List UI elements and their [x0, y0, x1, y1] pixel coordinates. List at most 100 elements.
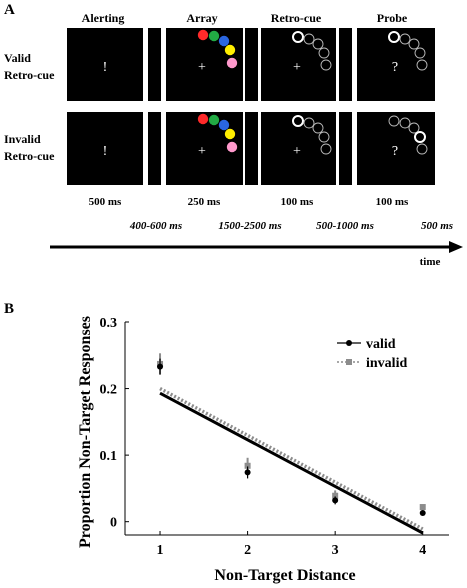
array-stimulus	[218, 35, 230, 47]
placeholder-ring	[414, 47, 426, 59]
probe-screen	[357, 112, 435, 185]
array-stimuli	[197, 113, 238, 153]
retro-cue-screen	[261, 28, 336, 101]
retro-cue-highlight-ring	[292, 31, 304, 43]
y-tick-label: 0.2	[100, 383, 118, 398]
placeholder-ring	[303, 33, 315, 45]
alerting-screen	[67, 112, 143, 185]
y-tick-label: 0	[110, 516, 117, 531]
placeholder-ring	[408, 122, 420, 134]
alerting-screen	[67, 28, 143, 101]
delay-screen	[339, 112, 352, 185]
column-header-probe: Probe	[377, 11, 408, 25]
y-tick-label: 0.3	[100, 316, 118, 331]
retro-cue-highlight-ring	[292, 115, 304, 127]
y-axis-label: Proportion Non-Target Responses	[77, 316, 94, 548]
fixation-cross: +	[198, 144, 206, 159]
legend-invalid-marker	[346, 359, 352, 365]
delay-label-4: 500 ms	[421, 220, 453, 232]
retro-cue-screen	[261, 112, 336, 185]
legend-invalid-label: invalid	[366, 356, 407, 371]
data-point-invalid	[332, 492, 339, 499]
alerting-symbol: !	[103, 144, 108, 159]
fit-lines	[159, 387, 424, 535]
legend-valid-marker	[346, 340, 352, 346]
probe-symbol: ?	[392, 60, 398, 75]
legend-valid-label: valid	[366, 337, 396, 352]
column-header-alerting: Alerting	[82, 11, 125, 25]
probe-rings	[388, 115, 428, 155]
array-stimulus	[224, 128, 236, 140]
x-tick-label: 3	[332, 543, 339, 558]
row-label-valid-line2: Retro-cue	[4, 68, 55, 82]
data-point-valid	[157, 363, 164, 370]
data-point-invalid	[419, 504, 426, 511]
data-point-invalid	[244, 462, 251, 469]
fixation-cross: +	[198, 60, 206, 75]
array-stimulus	[197, 113, 209, 125]
x-tick-label: 1	[157, 543, 164, 558]
row-label-valid-line1: Valid	[4, 51, 31, 65]
delay-screen	[245, 28, 258, 101]
array-stimulus	[208, 114, 220, 126]
array-stimulus	[197, 29, 209, 41]
placeholder-ring	[416, 143, 428, 155]
array-stimulus	[208, 30, 220, 42]
x-tick-label: 2	[244, 543, 251, 558]
duration-array: 250 ms	[188, 196, 221, 208]
duration-probe: 100 ms	[376, 196, 409, 208]
delay-label-3: 500-1000 ms	[316, 220, 374, 232]
chart-axes	[124, 322, 449, 536]
time-arrow-head	[449, 241, 463, 253]
fixation-cross: +	[293, 60, 301, 75]
alerting-symbol: !	[103, 60, 108, 75]
placeholder-ring	[312, 38, 324, 50]
trial-row-valid: Valid Retro-cue ! + + ?	[4, 28, 435, 101]
row-label-invalid-line2: Retro-cue	[4, 149, 55, 163]
array-stimuli	[197, 29, 238, 69]
duration-alerting: 500 ms	[89, 196, 122, 208]
duration-retro-cue: 100 ms	[281, 196, 314, 208]
placeholder-ring	[416, 59, 428, 71]
row-label-invalid-line1: Invalid	[4, 132, 41, 146]
fixation-cross: +	[293, 144, 301, 159]
placeholder-ring	[388, 115, 400, 127]
data-point-valid	[244, 469, 251, 476]
fit-line-valid	[159, 391, 424, 535]
probe-rings	[388, 31, 428, 71]
delay-screen	[148, 112, 161, 185]
placeholder-ring	[312, 122, 324, 134]
retro-cue-rings	[292, 31, 332, 71]
delay-screen	[339, 28, 352, 101]
array-stimulus	[224, 44, 236, 56]
probe-highlight-ring	[388, 31, 400, 43]
x-axis-label: Non-Target Distance	[214, 567, 355, 584]
data-point-valid	[419, 510, 426, 517]
probe-highlight-ring	[414, 131, 426, 143]
delay-label-2: 1500-2500 ms	[218, 220, 281, 232]
array-stimulus	[226, 141, 238, 153]
placeholder-ring	[303, 117, 315, 129]
panel-a-label: A	[4, 2, 15, 18]
placeholder-ring	[399, 33, 411, 45]
column-header-array: Array	[186, 11, 217, 25]
panel-b: B 0 0.1 0.2 0.3 1 2 3 4 Non-Target Distance Pr…	[4, 301, 449, 584]
delay-screen	[148, 28, 161, 101]
placeholder-ring	[408, 38, 420, 50]
x-tick-label: 4	[419, 543, 426, 558]
trial-row-invalid: Invalid Retro-cue ! + + ?	[4, 112, 435, 185]
array-stimulus	[218, 119, 230, 131]
retro-cue-rings	[292, 115, 332, 155]
time-label: time	[420, 256, 441, 268]
data-points	[157, 353, 426, 517]
array-stimulus	[226, 57, 238, 69]
panel-b-label: B	[4, 301, 14, 317]
y-tick-label: 0.1	[100, 449, 118, 464]
placeholder-ring	[399, 117, 411, 129]
placeholder-ring	[320, 143, 332, 155]
column-header-retro-cue: Retro-cue	[271, 11, 322, 25]
placeholder-ring	[318, 47, 330, 59]
probe-symbol: ?	[392, 144, 398, 159]
placeholder-ring	[318, 131, 330, 143]
